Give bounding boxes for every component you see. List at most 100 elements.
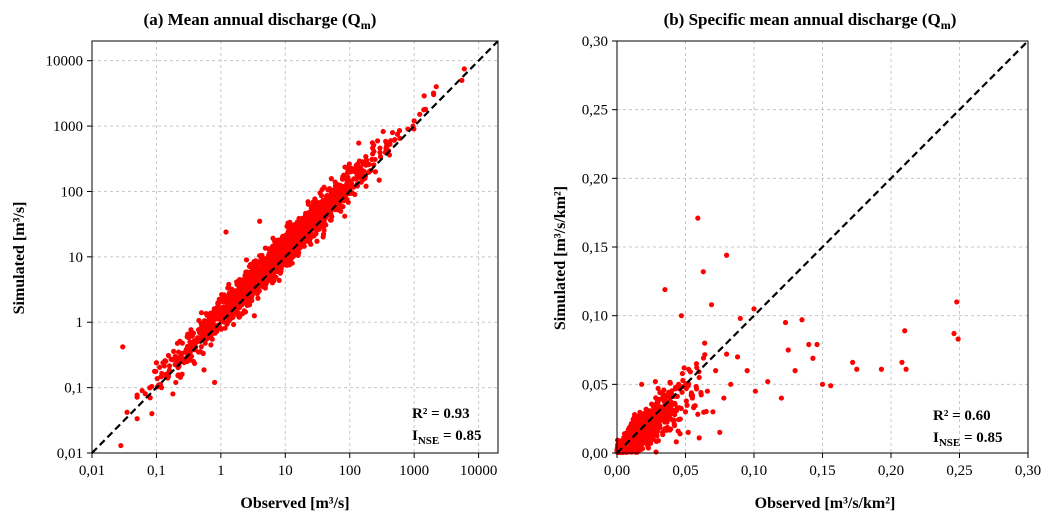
data-point — [297, 221, 302, 226]
data-point — [210, 337, 215, 342]
data-point — [662, 397, 667, 402]
data-point — [724, 253, 729, 258]
data-point — [422, 93, 427, 98]
data-point — [397, 128, 402, 133]
data-point — [879, 367, 884, 372]
data-point — [275, 249, 280, 254]
data-point — [417, 112, 422, 117]
data-point — [682, 365, 687, 370]
data-point — [247, 299, 252, 304]
data-point — [377, 178, 382, 183]
data-point — [686, 430, 691, 435]
data-point — [434, 84, 439, 89]
x-tick-label: 10 — [278, 463, 293, 479]
x-axis-label-b: Observed [m³/s/km²] — [755, 495, 896, 512]
data-point — [664, 428, 669, 433]
data-point — [159, 371, 164, 376]
data-point — [192, 361, 197, 366]
data-point — [321, 185, 326, 190]
data-point — [188, 331, 193, 336]
x-tick-label: 0,30 — [1015, 463, 1041, 479]
data-point — [337, 190, 342, 195]
data-point — [170, 391, 175, 396]
x-tick-label: 0,20 — [878, 463, 904, 479]
x-tick-label: 100 — [338, 463, 361, 479]
data-point — [431, 92, 436, 97]
data-point — [697, 375, 702, 380]
data-point — [724, 352, 729, 357]
data-point — [810, 356, 815, 361]
data-point — [223, 229, 228, 234]
data-point — [779, 395, 784, 400]
data-point — [342, 214, 347, 219]
data-point — [375, 138, 380, 143]
data-point — [669, 409, 674, 414]
data-point — [333, 183, 338, 188]
data-point — [676, 405, 681, 410]
data-point — [314, 202, 319, 207]
data-point — [820, 382, 825, 387]
data-point — [691, 405, 696, 410]
data-point — [118, 443, 123, 448]
data-point — [956, 336, 961, 341]
data-point — [149, 411, 154, 416]
data-point — [660, 432, 665, 437]
data-point — [199, 344, 204, 349]
data-point — [163, 359, 168, 364]
data-point — [954, 299, 959, 304]
data-point — [251, 265, 256, 270]
x-tick-label: 1 — [217, 463, 225, 479]
data-point — [279, 266, 284, 271]
data-point — [806, 342, 811, 347]
data-point — [201, 325, 206, 330]
data-point — [343, 175, 348, 180]
x-tick-label: 0,10 — [741, 463, 767, 479]
data-point — [338, 209, 343, 214]
data-point — [275, 238, 280, 243]
data-point — [680, 378, 685, 383]
data-point — [309, 220, 314, 225]
data-point — [683, 409, 688, 414]
data-point — [377, 146, 382, 151]
data-point — [358, 166, 363, 171]
data-point — [695, 216, 700, 221]
data-point — [653, 415, 658, 420]
data-point — [903, 367, 908, 372]
data-point — [208, 311, 213, 316]
nse-stat-b: INSE = 0.85 — [933, 430, 1003, 449]
data-point — [274, 256, 279, 261]
data-point — [717, 430, 722, 435]
data-point — [624, 431, 629, 436]
data-point — [120, 344, 125, 349]
data-point — [390, 130, 395, 135]
data-point — [689, 390, 694, 395]
data-point — [850, 360, 855, 365]
data-point — [267, 265, 272, 270]
data-point — [215, 300, 220, 305]
data-point — [653, 449, 658, 454]
data-point — [654, 433, 659, 438]
data-point — [902, 328, 907, 333]
data-point — [786, 347, 791, 352]
data-point — [629, 449, 634, 454]
data-point — [184, 347, 189, 352]
data-point — [314, 239, 319, 244]
y-tick-label: 100 — [61, 184, 84, 200]
data-point — [421, 107, 426, 112]
data-point — [263, 246, 268, 251]
data-point — [631, 442, 636, 447]
data-point — [642, 415, 647, 420]
data-point — [653, 395, 658, 400]
data-point — [640, 441, 645, 446]
data-point — [208, 342, 213, 347]
data-point — [293, 250, 298, 255]
data-point — [241, 282, 246, 287]
data-point — [334, 199, 339, 204]
data-point — [230, 295, 235, 300]
data-point — [252, 313, 257, 318]
data-point — [783, 320, 788, 325]
data-point — [153, 369, 158, 374]
y-tick-label: 10 — [68, 250, 83, 266]
data-point — [135, 416, 140, 421]
data-point — [286, 220, 291, 225]
